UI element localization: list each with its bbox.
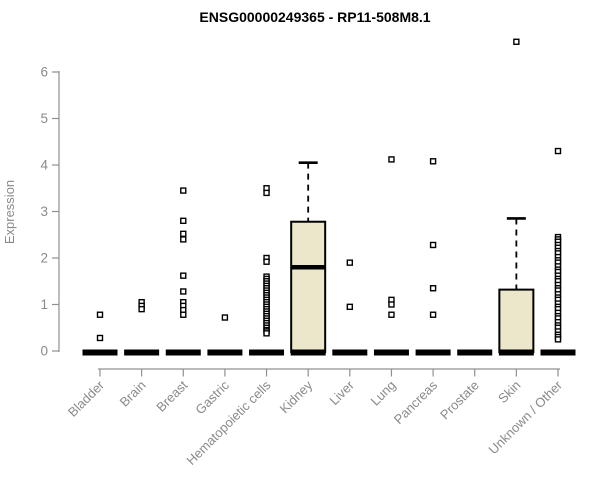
outlier-point bbox=[429, 285, 437, 292]
outlier-point bbox=[429, 241, 437, 249]
zero-median-bar bbox=[415, 349, 451, 356]
zero-median-bar bbox=[82, 349, 118, 356]
box bbox=[290, 220, 327, 353]
zero-median-bar bbox=[124, 349, 160, 356]
zero-median-bar bbox=[165, 349, 201, 356]
outlier-point bbox=[221, 314, 229, 321]
zero-median-bar bbox=[457, 349, 493, 356]
outlier-point bbox=[263, 258, 270, 265]
outlier-point bbox=[429, 311, 437, 318]
x-tick-label: Kidney bbox=[277, 377, 316, 416]
outlier-point bbox=[346, 303, 354, 311]
x-tick-label: Skin bbox=[495, 378, 523, 406]
outlier-point bbox=[346, 259, 354, 266]
zero-median-bar bbox=[373, 349, 409, 356]
outlier-point bbox=[513, 38, 520, 45]
x-tick-label: Liver bbox=[326, 377, 357, 408]
outlier-point bbox=[180, 187, 187, 194]
zero-median-bar bbox=[332, 349, 368, 356]
outlier-point bbox=[263, 189, 270, 197]
outlier-point bbox=[429, 158, 437, 165]
outlier-point bbox=[388, 301, 395, 308]
x-tick-label: Lung bbox=[368, 378, 399, 409]
y-tick-label: 2 bbox=[40, 251, 48, 266]
x-tick-label: Prostate bbox=[437, 378, 482, 423]
outlier-point bbox=[388, 311, 395, 318]
zero-median-bar bbox=[498, 349, 534, 356]
x-tick-label: Breast bbox=[153, 377, 190, 414]
outlier-point bbox=[263, 330, 270, 337]
outlier-point bbox=[180, 288, 187, 295]
outlier-point bbox=[138, 305, 145, 313]
outlier-point bbox=[96, 311, 104, 318]
outlier-point bbox=[180, 311, 187, 318]
outlier-point bbox=[180, 230, 187, 238]
outlier-point bbox=[554, 147, 562, 155]
zero-median-bar bbox=[207, 349, 243, 356]
outlier-point bbox=[388, 156, 395, 163]
x-tick-label: Gastric bbox=[192, 377, 232, 417]
zero-median-bar bbox=[290, 349, 326, 356]
zero-median-bar bbox=[540, 349, 576, 356]
outlier-point bbox=[180, 236, 187, 243]
x-tick-label: Brain bbox=[117, 378, 149, 410]
y-tick-label: 6 bbox=[40, 65, 48, 80]
outlier-point bbox=[554, 336, 562, 343]
y-tick-label: 1 bbox=[40, 297, 48, 312]
x-tick-label: Bladder bbox=[65, 377, 108, 420]
chart-title: ENSG00000249365 - RP11-508M8.1 bbox=[199, 9, 430, 25]
y-tick-label: 5 bbox=[40, 111, 48, 126]
outlier-point bbox=[180, 217, 187, 225]
x-tick-label: Pancreas bbox=[391, 377, 441, 427]
y-tick-label: 0 bbox=[40, 344, 48, 359]
y-tick-label: 4 bbox=[40, 158, 48, 173]
outlier-point bbox=[96, 334, 104, 342]
zero-median-bar bbox=[249, 349, 285, 356]
y-tick-label: 3 bbox=[40, 204, 48, 219]
y-axis-label: Expression bbox=[2, 180, 17, 244]
x-tick-label: Unknown / Other bbox=[486, 377, 566, 457]
box bbox=[498, 288, 535, 353]
outlier-point bbox=[180, 272, 187, 279]
